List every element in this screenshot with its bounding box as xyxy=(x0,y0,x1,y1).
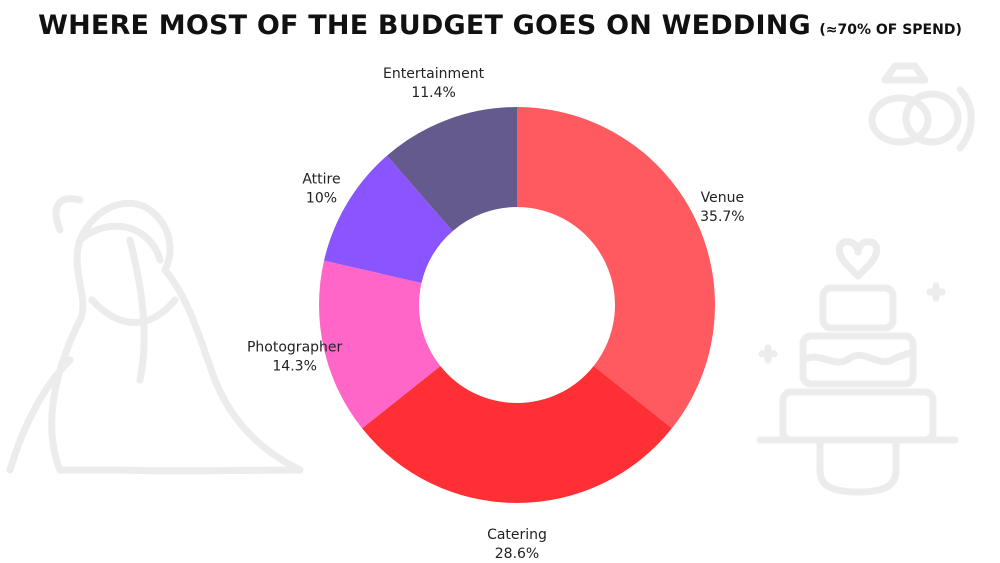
chart-title: WHERE MOST OF THE BUDGET GOES ON WEDDING… xyxy=(0,10,1000,41)
slice-photographer xyxy=(319,260,441,429)
wedding-rings-icon xyxy=(868,62,975,152)
wedding-cake-icon xyxy=(756,238,959,496)
chart-subtitle: (≈70% OF SPEND) xyxy=(819,22,962,38)
slice-label-entertainment: Entertainment xyxy=(383,66,485,82)
slice-attire xyxy=(324,155,453,284)
slice-label-catering: Catering xyxy=(487,527,547,543)
slice-label-venue: Venue xyxy=(701,190,744,206)
slice-value-attire: 10% xyxy=(306,191,337,207)
slice-value-entertainment: 11.4% xyxy=(411,85,455,101)
slice-catering xyxy=(362,366,672,503)
slice-label-attire: Attire xyxy=(302,172,340,188)
slice-labels: Venue 35.7% Catering 28.6% Photographer 14.3%… xyxy=(247,66,745,562)
slice-value-photographer: 14.3% xyxy=(272,358,316,374)
chart-title-main: WHERE MOST OF THE BUDGET GOES ON WEDDING xyxy=(38,10,811,41)
slice-entertainment xyxy=(386,107,517,232)
donut-slices xyxy=(319,107,715,503)
slice-label-photographer: Photographer xyxy=(247,339,343,355)
bride-groom-icon xyxy=(6,195,304,475)
slice-value-catering: 28.6% xyxy=(495,546,539,562)
slice-value-venue: 35.7% xyxy=(700,209,744,225)
slice-venue xyxy=(517,107,715,429)
